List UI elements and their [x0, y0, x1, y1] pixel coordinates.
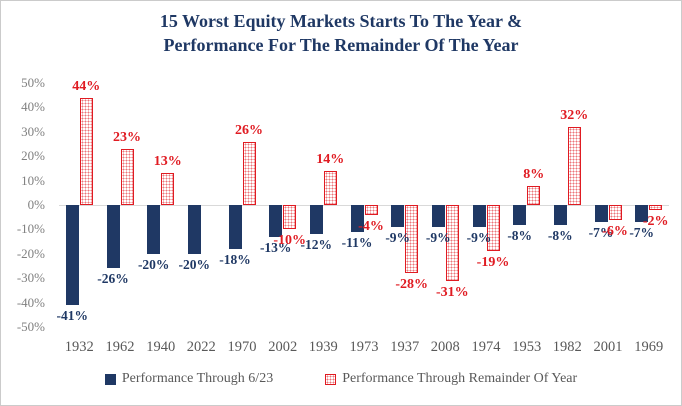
- x-axis-label-1953: 1953: [512, 339, 542, 355]
- bar-label-1932-through-623: -41%: [56, 308, 89, 323]
- bar-2002-through-623: [269, 205, 283, 237]
- bar-1953-remainder: [527, 185, 541, 205]
- bar-label-1973-remainder: -4%: [358, 218, 384, 234]
- bar-label-1970-through-623: -18%: [219, 251, 251, 267]
- x-axis-label-1970: 1970: [227, 339, 257, 355]
- bar-2022-through-623: [187, 205, 201, 254]
- bar-label-1939-through-623: -12%: [300, 237, 333, 253]
- bar-1973-through-623: [350, 205, 364, 232]
- y-axis-tick: -30%: [16, 270, 45, 285]
- y-axis-tick: 40%: [21, 99, 45, 114]
- x-axis-label-2022: 2022: [186, 339, 216, 355]
- x-axis-label-1939: 1939: [308, 339, 338, 355]
- bar-1973-remainder: [364, 205, 378, 215]
- legend-label-remainder: Performance Through Remainder Of Year: [342, 371, 578, 386]
- bar-label-2022-through-623: -20%: [178, 256, 211, 272]
- y-axis-tick: 0%: [27, 197, 45, 212]
- bar-label-2001-remainder: -6%: [602, 223, 628, 239]
- x-axis-label-2001: 2001: [593, 339, 623, 355]
- y-axis-tick: 30%: [21, 124, 45, 139]
- bar-label-2008-remainder: -31%: [435, 284, 469, 300]
- bar-label-1953-through-623: -8%: [507, 227, 533, 243]
- x-axis-label-1940: 1940: [146, 339, 176, 355]
- bar-label-1969-remainder: -2%: [642, 213, 669, 229]
- bar-2008-remainder: [445, 205, 459, 281]
- bar-2008-through-623: [431, 205, 445, 227]
- bar-label-1962-remainder: 23%: [113, 129, 141, 145]
- bar-1962-remainder: [120, 148, 134, 205]
- bar-label-1973-through-623: -11%: [341, 234, 373, 250]
- bar-label-1937-through-623: -9%: [385, 230, 411, 245]
- bar-1939-remainder: [323, 170, 337, 205]
- bar-label-1940-through-623: -20%: [137, 256, 170, 272]
- bar-1970-through-623: [228, 205, 242, 249]
- bar-1982-through-623: [553, 205, 567, 225]
- y-axis-tick: -20%: [16, 246, 45, 261]
- bar-1962-through-623: [106, 205, 120, 269]
- bar-label-1974-through-623: -9%: [466, 230, 492, 245]
- bar-label-1932-remainder: 44%: [72, 78, 101, 94]
- y-axis-tick: 50%: [21, 75, 45, 90]
- bar-label-2001-through-623: -7%: [588, 225, 614, 241]
- bar-label-1940-remainder: 13%: [153, 154, 182, 170]
- x-axis-label-2008: 2008: [430, 339, 460, 355]
- bar-2001-remainder: [608, 205, 622, 220]
- bar-label-1953-remainder: 8%: [523, 166, 545, 182]
- bar-1969-remainder: [649, 205, 663, 210]
- bar-label-1970-remainder: 26%: [235, 122, 263, 138]
- bar-1982-remainder: [567, 126, 581, 205]
- x-axis-label-1937: 1937: [390, 339, 420, 355]
- x-axis-label-1962: 1962: [105, 339, 135, 355]
- bar-label-1982-through-623: -8%: [547, 227, 573, 243]
- y-axis-tick: 10%: [21, 173, 45, 188]
- red-dotted-swatch-icon: [325, 373, 337, 385]
- bar-1932-through-623: [65, 205, 79, 305]
- bar-1953-through-623: [513, 205, 527, 225]
- bar-label-1939-remainder: 14%: [316, 151, 345, 167]
- x-axis-label-1974: 1974: [471, 339, 501, 355]
- bar-1940-through-623: [147, 205, 161, 254]
- bar-2002-remainder: [283, 205, 297, 230]
- bar-2001-through-623: [594, 205, 608, 223]
- legend: Performance Through 6/23 Performance Thr…: [1, 371, 681, 387]
- y-axis-tick: -50%: [16, 319, 45, 334]
- bar-1974-remainder: [486, 205, 500, 252]
- bar-label-1937-remainder: -28%: [395, 277, 429, 293]
- navy-swatch-icon: [104, 373, 116, 385]
- legend-item-through-623: Performance Through 6/23: [104, 371, 274, 387]
- bar-1932-remainder: [79, 97, 93, 205]
- bar-label-2008-through-623: -9%: [425, 230, 451, 245]
- bar-1939-through-623: [309, 205, 323, 235]
- x-axis-label-2002: 2002: [268, 339, 298, 355]
- x-axis-label-1973: 1973: [349, 339, 379, 355]
- bar-label-2002-through-623: -13%: [259, 239, 292, 255]
- x-axis-label-1932: 1932: [64, 339, 94, 355]
- bar-label-1974-remainder: -19%: [476, 255, 510, 271]
- zero-axis-line: [59, 205, 669, 206]
- x-axis-label-1969: 1969: [634, 339, 664, 355]
- x-axis-label-1982: 1982: [552, 339, 582, 355]
- bar-1969-through-623: [635, 205, 649, 223]
- bar-1937-remainder: [405, 205, 419, 274]
- legend-label-through-623: Performance Through 6/23: [121, 371, 274, 386]
- y-axis-tick: -40%: [16, 295, 45, 310]
- chart-title-line2: Performance For The Remainder Of The Yea…: [163, 35, 519, 56]
- bar-label-1962-through-623: -26%: [97, 271, 129, 287]
- legend-item-remainder: Performance Through Remainder Of Year: [325, 371, 577, 387]
- bar-1974-through-623: [472, 205, 486, 227]
- bar-1970-remainder: [242, 141, 256, 205]
- bar-1940-remainder: [161, 173, 175, 205]
- chart-title-line1: 15 Worst Equity Markets Starts To The Ye…: [159, 11, 523, 31]
- bar-label-1969-through-623: -7%: [629, 225, 655, 241]
- y-axis-tick: -10%: [16, 221, 45, 236]
- bar-label-2002-remainder: -10%: [273, 233, 307, 249]
- bar-label-1982-remainder: 32%: [560, 107, 589, 123]
- bar-1937-through-623: [391, 205, 405, 227]
- y-axis-tick: 20%: [21, 148, 45, 163]
- chart-title: 15 Worst Equity Markets Starts To The Ye…: [1, 9, 681, 58]
